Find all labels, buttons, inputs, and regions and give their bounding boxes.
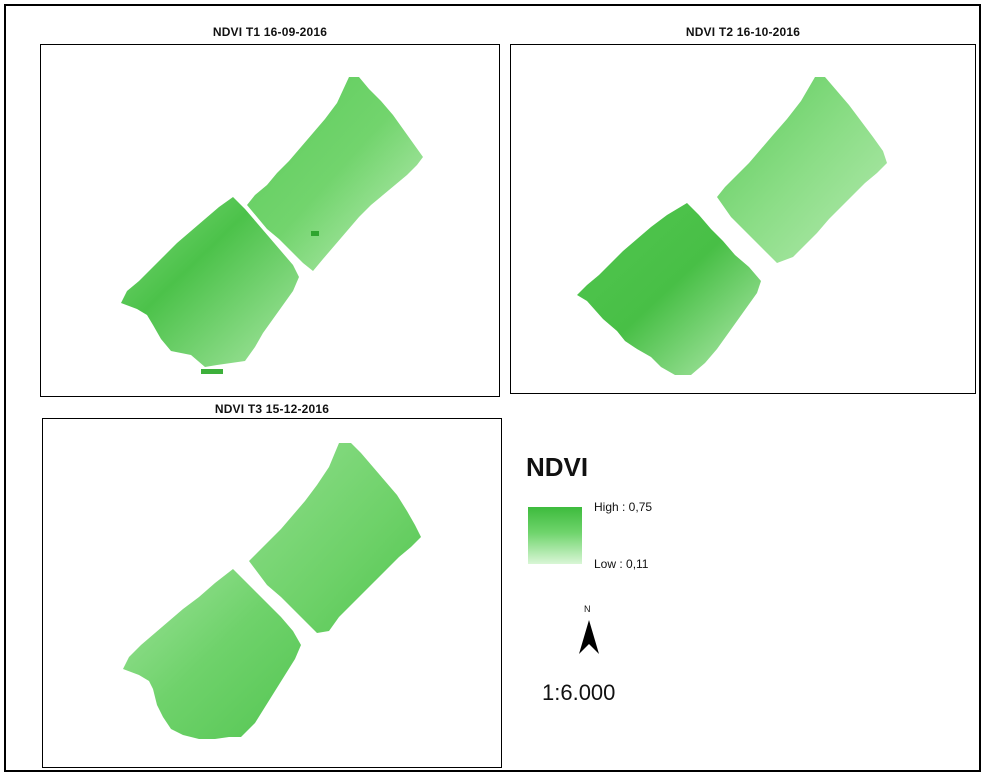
map-frame-t3 (42, 418, 502, 768)
field-south (123, 569, 301, 739)
ndvi-map-t2 (577, 77, 887, 375)
legend-title: NDVI (526, 452, 589, 482)
map-frame-t2 (510, 44, 976, 394)
field-north (249, 443, 421, 633)
map-title-t3: NDVI T3 15-12-2016 (214, 402, 330, 416)
field-south (121, 197, 299, 367)
ndvi-color-ramp (528, 507, 582, 564)
field-patch (311, 231, 319, 236)
north-arrow-icon (579, 620, 599, 654)
map-title-t1: NDVI T1 16-09-2016 (212, 25, 328, 39)
field-south (577, 203, 761, 375)
north-label: N (584, 604, 591, 614)
ndvi-map-t1 (121, 77, 423, 374)
field-north (717, 77, 887, 263)
field-patch (201, 369, 223, 374)
scale-text: 1:6.000 (542, 680, 616, 705)
ndvi-map-t3 (123, 443, 421, 739)
legend-high-label: High : 0,75 (594, 500, 653, 514)
map-frame-t1 (40, 44, 500, 397)
legend-low-label: Low : 0,11 (594, 557, 649, 571)
map-title-t2: NDVI T2 16-10-2016 (685, 25, 801, 39)
map-layout-frame (4, 4, 981, 772)
field-north (247, 77, 423, 271)
